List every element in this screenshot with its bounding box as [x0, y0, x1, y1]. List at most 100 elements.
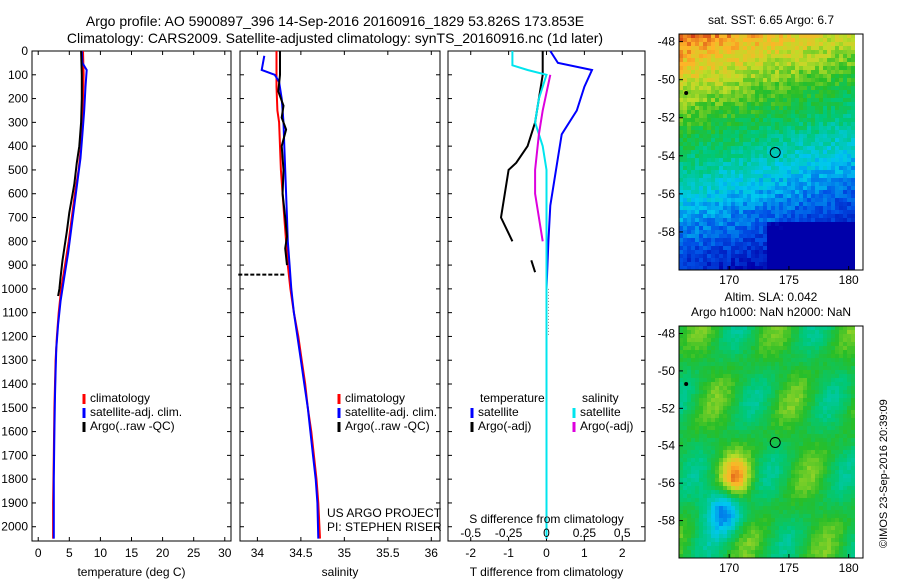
heatmap-cell	[779, 454, 783, 458]
heatmap-cell	[827, 190, 831, 194]
heatmap-cell	[775, 406, 779, 410]
heatmap-cell	[763, 490, 767, 494]
heatmap-cell	[815, 78, 819, 82]
heatmap-cell	[679, 166, 683, 170]
heatmap-cell	[763, 486, 767, 490]
heatmap-cell	[731, 258, 735, 262]
heatmap-cell	[727, 390, 731, 394]
heatmap-cell	[739, 474, 743, 478]
heatmap-cell	[847, 122, 851, 126]
heatmap-cell	[715, 478, 719, 482]
heatmap-cell	[799, 74, 803, 78]
heatmap-cell	[699, 170, 703, 174]
heatmap-cell	[839, 146, 843, 150]
heatmap-cell	[823, 266, 827, 270]
heatmap-cell	[759, 198, 763, 202]
heatmap-cell	[815, 122, 819, 126]
heatmap-cell	[695, 58, 699, 62]
heatmap-cell	[763, 114, 767, 118]
heatmap-cell	[703, 438, 707, 442]
heatmap-cell	[779, 258, 783, 262]
heatmap-cell	[811, 334, 815, 338]
heatmap-cell	[803, 330, 807, 334]
heatmap-cell	[767, 222, 771, 226]
heatmap-cell	[843, 506, 847, 510]
heatmap-cell	[759, 494, 763, 498]
heatmap-cell	[739, 198, 743, 202]
heatmap-cell	[787, 474, 791, 478]
heatmap-cell	[831, 362, 835, 366]
heatmap-cell	[819, 258, 823, 262]
heatmap-cell	[755, 406, 759, 410]
heatmap-cell	[691, 122, 695, 126]
heatmap-cell	[823, 426, 827, 430]
heatmap-cell	[751, 58, 755, 62]
heatmap-cell	[795, 238, 799, 242]
heatmap-cell	[703, 494, 707, 498]
heatmap-cell	[775, 446, 779, 450]
heatmap-cell	[743, 374, 747, 378]
heatmap-cell	[783, 378, 787, 382]
heatmap-cell	[747, 458, 751, 462]
heatmap-cell	[847, 142, 851, 146]
heatmap-cell	[751, 142, 755, 146]
heatmap-cell	[779, 494, 783, 498]
heatmap-cell	[799, 98, 803, 102]
heatmap-cell	[679, 482, 683, 486]
heatmap-cell	[815, 330, 819, 334]
x-tick-label: 15	[125, 546, 139, 560]
heatmap-cell	[807, 34, 811, 38]
heatmap-cell	[819, 494, 823, 498]
heatmap-cell	[699, 206, 703, 210]
heatmap-cell	[703, 450, 707, 454]
heatmap-cell	[711, 222, 715, 226]
heatmap-cell	[755, 450, 759, 454]
heatmap-cell	[795, 206, 799, 210]
heatmap-cell	[779, 50, 783, 54]
heatmap-cell	[699, 154, 703, 158]
heatmap-cell	[811, 358, 815, 362]
heatmap-cell	[807, 382, 811, 386]
heatmap-cell	[707, 366, 711, 370]
heatmap-cell	[847, 422, 851, 426]
heatmap-cell	[775, 378, 779, 382]
heatmap-cell	[803, 90, 807, 94]
heatmap-cell	[687, 454, 691, 458]
heatmap-cell	[783, 138, 787, 142]
heatmap-cell	[711, 190, 715, 194]
heatmap-cell	[771, 262, 775, 266]
heatmap-cell	[767, 182, 771, 186]
heatmap-cell	[843, 126, 847, 130]
heatmap-cell	[723, 362, 727, 366]
heatmap-cell	[819, 502, 823, 506]
heatmap-cell	[723, 462, 727, 466]
heatmap-cell	[791, 370, 795, 374]
heatmap-cell	[803, 258, 807, 262]
heatmap-cell	[847, 178, 851, 182]
heatmap-cell	[755, 114, 759, 118]
heatmap-cell	[719, 250, 723, 254]
heatmap-cell	[707, 182, 711, 186]
heatmap-cell	[755, 110, 759, 114]
heatmap-cell	[727, 458, 731, 462]
heatmap-cell	[763, 158, 767, 162]
heatmap-cell	[803, 42, 807, 46]
heatmap-cell	[731, 254, 735, 258]
heatmap-cell	[835, 346, 839, 350]
heatmap-cell	[723, 34, 727, 38]
heatmap-cell	[679, 102, 683, 106]
heatmap-cell	[735, 34, 739, 38]
heatmap-cell	[687, 474, 691, 478]
heatmap-cell	[743, 138, 747, 142]
heatmap-cell	[731, 114, 735, 118]
heatmap-cell	[739, 66, 743, 70]
heatmap-cell	[691, 474, 695, 478]
heatmap-cell	[803, 174, 807, 178]
heatmap-cell	[687, 258, 691, 262]
heatmap-cell	[695, 266, 699, 270]
heatmap-cell	[791, 250, 795, 254]
heatmap-cell	[747, 238, 751, 242]
heatmap-cell	[759, 158, 763, 162]
heatmap-cell	[767, 38, 771, 42]
heatmap-cell	[711, 110, 715, 114]
